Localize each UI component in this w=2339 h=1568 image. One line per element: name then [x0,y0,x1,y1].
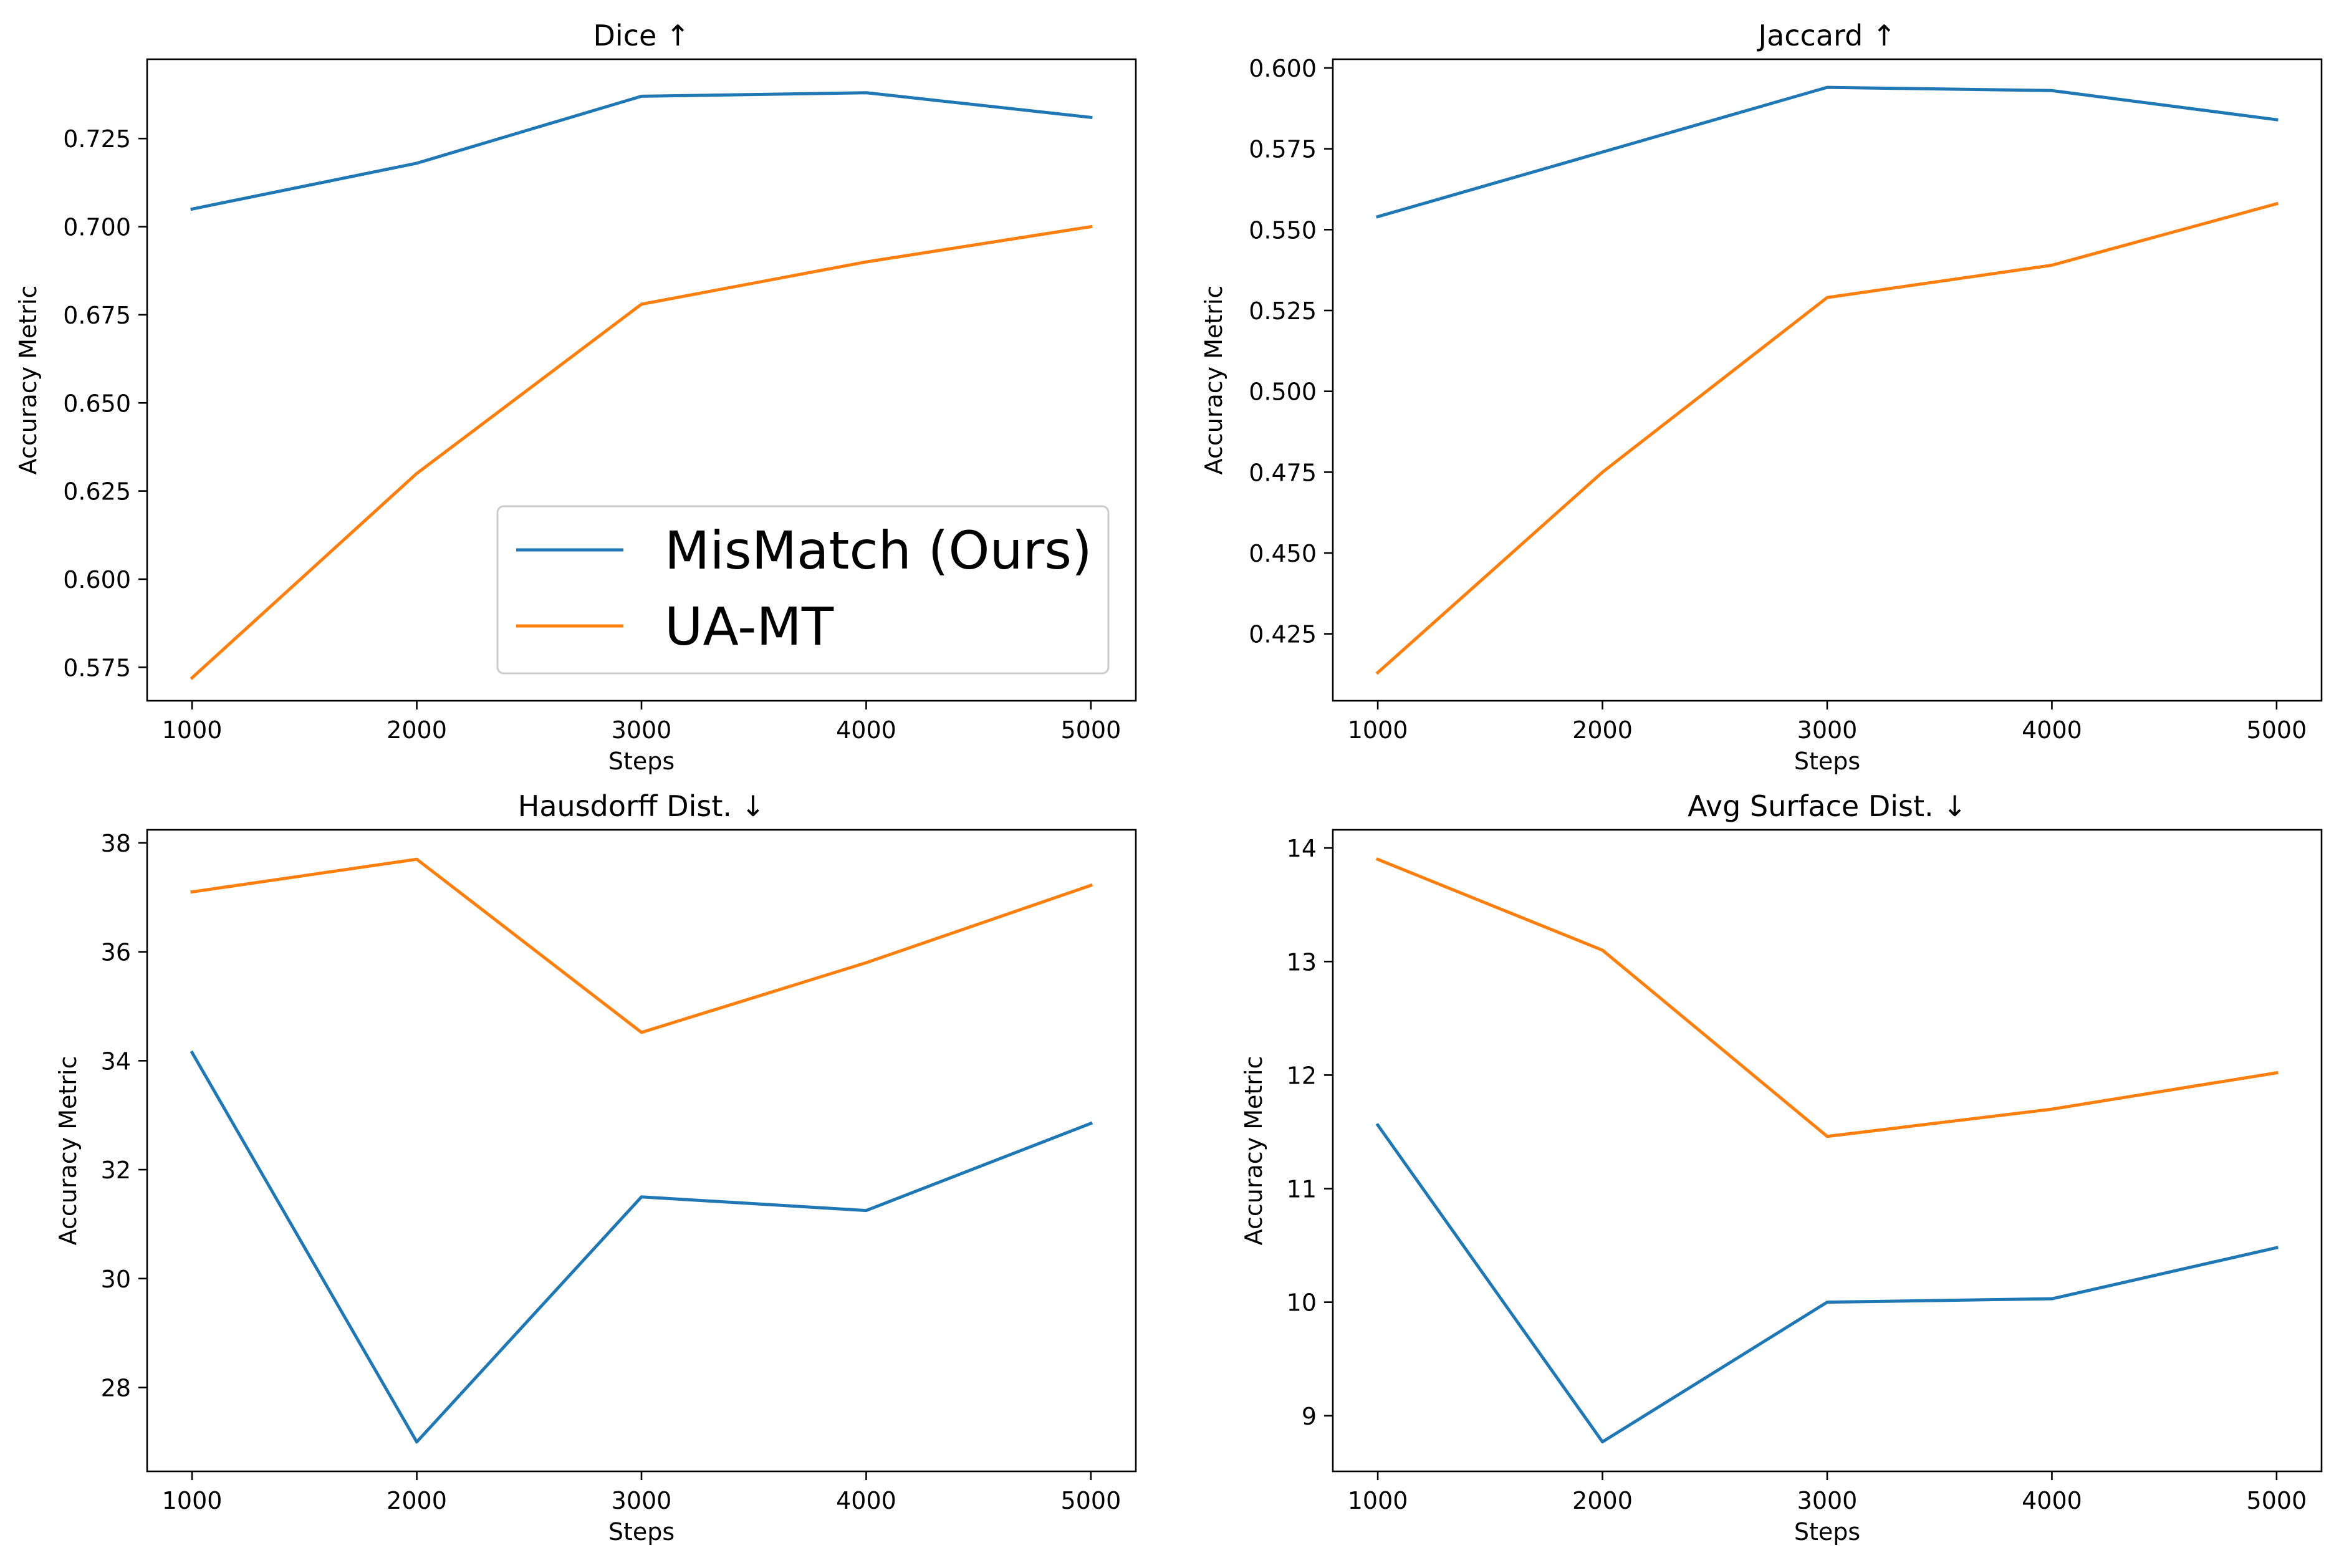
y-tick-label: 0.450 [1249,540,1317,567]
x-tick-label: 3000 [1797,716,1858,744]
y-tick-label: 0.700 [63,214,131,241]
x-axis-label: Steps [608,1518,675,1546]
x-tick-label: 1000 [1348,716,1408,744]
series-line-2 [190,224,1093,680]
x-tick-label: 4000 [836,1487,896,1514]
legend-entry-1: MisMatch (Ours) [665,520,1092,581]
y-tick-label: 0.675 [63,302,131,329]
y-tick-label: 32 [101,1157,131,1184]
x-axis-label: Steps [608,748,675,775]
series-line-2 [1375,857,2279,1138]
x-tick-label: 4000 [836,716,896,744]
y-tick-label: 34 [101,1047,131,1075]
chart-title: Avg Surface Dist. ↓ [1688,789,1967,823]
x-axis-label: Steps [1794,748,1860,775]
y-axis-label: Accuracy Metric [54,1056,82,1246]
y-axis-label: Accuracy Metric [14,286,42,475]
chart-title: Jaccard ↑ [1757,19,1896,52]
chart-panel-4: 1000 2000 3000 4000 5000 9 10 11 12 13 14 Avg Surfa… [1240,789,2323,1546]
x-tick-label: 2000 [387,1487,447,1514]
y-axis-label: Accuracy Metric [1200,286,1227,475]
x-tick-label: 5000 [1061,1487,1121,1514]
y-tick-label: 0.475 [1249,459,1317,486]
y-tick-label: 0.550 [1249,216,1317,244]
y-tick-label: 0.525 [1249,297,1317,325]
series-line-2 [190,857,1093,1034]
y-tick-label: 9 [1302,1403,1317,1430]
y-tick-label: 14 [1287,835,1317,862]
y-tick-label: 0.425 [1249,621,1317,648]
x-tick-label: 1000 [1348,1487,1408,1514]
y-axis-label: Accuracy Metric [1240,1056,1267,1246]
y-tick-label: 0.600 [1249,55,1317,82]
series-line-2 [1375,201,2279,675]
x-tick-label: 5000 [2247,1487,2307,1514]
series-line-1 [190,1050,1093,1444]
series-line-1 [1375,1123,2279,1444]
x-tick-label: 3000 [1797,1487,1858,1514]
y-tick-label: 0.575 [1249,136,1317,163]
x-tick-label: 1000 [162,716,223,744]
y-tick-label: 11 [1287,1176,1317,1203]
y-tick-label: 36 [101,939,131,966]
x-tick-label: 2000 [387,716,447,744]
series-line-1 [190,91,1093,211]
x-tick-label: 4000 [2022,716,2082,744]
y-tick-label: 28 [101,1374,131,1402]
chart-panel-2: 1000 2000 3000 4000 5000 0.425 0.450 0.475 0.500… [1200,19,2323,775]
y-tick-label: 0.500 [1249,378,1317,406]
x-axis-label: Steps [1794,1518,1860,1546]
series-line-1 [1375,85,2279,219]
x-tick-label: 2000 [1572,716,1633,744]
x-tick-label: 1000 [162,1487,223,1514]
y-tick-label: 0.575 [63,654,131,681]
x-tick-label: 3000 [612,1487,672,1514]
y-tick-label: 30 [101,1266,131,1293]
x-tick-label: 3000 [612,716,672,744]
x-tick-label: 5000 [2247,716,2307,744]
legend-entry-2: UA-MT [665,596,834,657]
chart-panel-3: 1000 2000 3000 4000 5000 28 30 32 34 36 38 Hausdorf… [54,789,1137,1546]
x-tick-label: 2000 [1572,1487,1633,1514]
y-tick-label: 0.600 [63,566,131,594]
y-tick-label: 10 [1287,1289,1317,1317]
chart-title: Dice ↑ [593,19,690,52]
legend: MisMatch (Ours) UA-MT [496,505,1110,675]
y-tick-label: 0.625 [63,478,131,506]
legend-box [496,505,1110,675]
y-tick-label: 12 [1287,1062,1317,1089]
y-tick-label: 0.650 [63,390,131,417]
charts-root: 1000 2000 3000 4000 5000 0.575 0.600 0.625 0.650… [14,19,2323,1546]
chart-title: Hausdorff Dist. ↓ [518,789,765,823]
y-tick-label: 38 [101,830,131,857]
x-tick-label: 4000 [2022,1487,2082,1514]
x-tick-label: 5000 [1061,716,1121,744]
y-tick-label: 0.725 [63,125,131,153]
y-tick-label: 13 [1287,948,1317,976]
chart-panel-1: 1000 2000 3000 4000 5000 0.575 0.600 0.625 0.650… [14,19,1137,775]
